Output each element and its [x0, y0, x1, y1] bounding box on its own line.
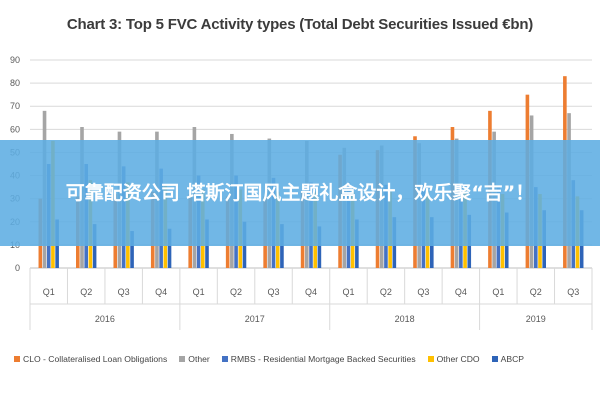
- legend: CLO - Collateralised Loan Obligations Oth…: [14, 354, 600, 364]
- legend-item: ABCP: [491, 354, 525, 364]
- legend-label: ABCP: [500, 354, 525, 364]
- x-axis: Q1 Q2 Q3 Q4 Q1 Q2 Q3 Q4 Q1 Q2 Q3 Q4 Q1 Q2 Q3 2016 2017 20…: [29, 268, 593, 330]
- y-tick-label: 80: [10, 78, 20, 88]
- legend-item: Other CDO: [427, 354, 480, 364]
- y-tick-label: 90: [10, 55, 20, 65]
- x-tick-label: Q3: [118, 287, 130, 297]
- legend-item: CLO - Collateralised Loan Obligations: [14, 354, 167, 364]
- x-tick-label: Q4: [455, 287, 467, 297]
- year-label: 2019: [526, 314, 546, 324]
- x-tick-label: Q2: [230, 287, 242, 297]
- year-label: 2016: [95, 314, 115, 324]
- overlay-banner: 可靠配资公司 塔斯汀国风主题礼盒设计，欢乐聚“吉”！: [0, 140, 600, 246]
- x-tick-label: Q1: [43, 287, 55, 297]
- year-label: 2018: [395, 314, 415, 324]
- legend-swatch: [491, 356, 498, 362]
- y-tick-label: 70: [10, 101, 20, 111]
- legend-item: RMBS - Residential Mortgage Backed Secur…: [221, 354, 416, 364]
- y-tick-label: 0: [15, 263, 20, 273]
- x-tick-label: Q3: [417, 287, 429, 297]
- x-tick-label: Q1: [193, 287, 205, 297]
- bar: [317, 226, 322, 268]
- x-tick-label: Q1: [492, 287, 504, 297]
- legend-item: Other: [179, 354, 210, 364]
- x-tick-label: Q2: [80, 287, 92, 297]
- bar: [167, 228, 172, 268]
- bar: [280, 224, 284, 268]
- overlay-text: 可靠配资公司 塔斯汀国风主题礼盒设计，欢乐聚“吉”！: [65, 182, 535, 204]
- x-tick-label: Q4: [305, 287, 317, 297]
- legend-swatch: [427, 356, 434, 362]
- year-label: 2017: [245, 314, 265, 324]
- x-tick-label: Q2: [380, 287, 392, 297]
- x-tick-label: Q3: [268, 287, 280, 297]
- legend-label: CLO - Collateralised Loan Obligations: [23, 354, 168, 364]
- x-tick-label: Q2: [530, 287, 542, 297]
- x-tick-label: Q3: [567, 287, 579, 297]
- x-tick-label: Q4: [155, 287, 167, 297]
- legend-swatch: [179, 356, 186, 362]
- legend-swatch: [14, 356, 20, 362]
- legend-label: RMBS - Residential Mortgage Backed Secur…: [230, 354, 416, 364]
- legend-label: Other: [188, 354, 210, 364]
- y-tick-label: 60: [10, 124, 20, 134]
- bar: [92, 224, 97, 268]
- bar: [130, 231, 134, 268]
- x-tick-label: Q1: [342, 287, 354, 297]
- legend-label: Other CDO: [436, 354, 480, 364]
- chart-title: Chart 3: Top 5 FVC Activity types (Total…: [66, 16, 534, 33]
- legend-swatch: [221, 356, 228, 362]
